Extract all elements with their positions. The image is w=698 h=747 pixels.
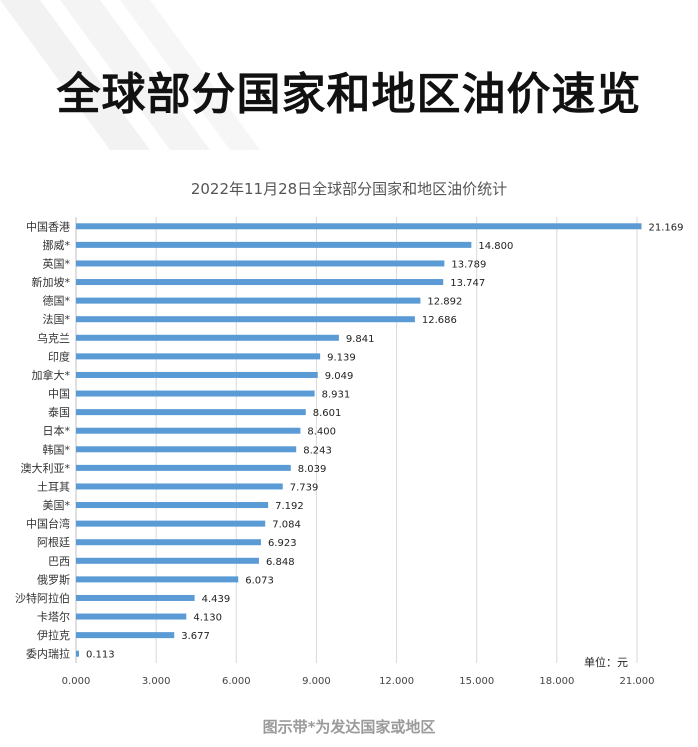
background-stripes-decoration xyxy=(0,0,260,150)
category-label: 加拿大* xyxy=(32,368,71,382)
category-label: 美国* xyxy=(43,499,71,512)
category-label: 中国台湾 xyxy=(26,517,70,531)
category-label: 伊拉克 xyxy=(37,628,70,642)
data-label: 7.739 xyxy=(290,482,319,493)
data-label: 9.139 xyxy=(327,352,356,363)
bar xyxy=(76,632,175,639)
data-label: 4.439 xyxy=(202,594,231,605)
category-label: 沙特阿拉伯 xyxy=(15,591,70,605)
x-tick-label: 18.000 xyxy=(539,676,574,687)
bar xyxy=(76,613,187,620)
bar xyxy=(76,446,297,453)
x-tick-label: 0.000 xyxy=(62,676,91,687)
footnote: 图示带*为发达国家或地区 xyxy=(262,718,436,736)
data-label: 12.892 xyxy=(427,297,462,308)
x-tick-label: 3.000 xyxy=(142,676,171,687)
data-label: 8.243 xyxy=(303,445,332,456)
data-label: 6.073 xyxy=(245,575,274,586)
data-label: 8.039 xyxy=(298,464,327,475)
x-tick-label: 12.000 xyxy=(379,676,414,687)
data-label: 6.848 xyxy=(266,557,295,568)
data-label: 9.049 xyxy=(325,371,354,382)
data-label: 9.841 xyxy=(346,334,375,345)
x-tick-label: 15.000 xyxy=(459,676,494,687)
data-label: 8.931 xyxy=(322,390,351,401)
bar xyxy=(76,520,266,527)
category-label: 法国* xyxy=(43,312,71,326)
category-label: 乌克兰 xyxy=(37,331,70,345)
bar xyxy=(76,316,415,323)
data-label: 13.747 xyxy=(450,278,485,289)
bar xyxy=(76,427,301,434)
category-label: 新加坡* xyxy=(32,275,71,289)
bar xyxy=(76,353,321,360)
chart-title: 2022年11月28日全球部分国家和地区油价统计 xyxy=(190,180,508,198)
data-label: 6.923 xyxy=(268,538,297,549)
bar xyxy=(76,483,283,490)
data-label: 7.192 xyxy=(275,501,304,512)
bar xyxy=(76,241,472,248)
bar xyxy=(76,557,259,564)
data-label: 7.084 xyxy=(272,520,301,531)
category-label: 中国香港 xyxy=(26,220,70,233)
bar xyxy=(76,390,315,397)
data-label: 12.686 xyxy=(422,315,457,326)
data-label: 21.169 xyxy=(649,222,684,233)
data-label: 14.800 xyxy=(478,241,513,252)
data-label: 4.130 xyxy=(193,613,222,624)
x-tick-label: 21.000 xyxy=(620,676,655,687)
page-title: 全球部分国家和地区油价速览 xyxy=(56,69,642,120)
data-label: 13.789 xyxy=(451,259,486,270)
bar xyxy=(76,650,80,657)
bar xyxy=(76,371,318,378)
bar xyxy=(76,279,444,286)
category-label: 澳大利亚* xyxy=(21,461,71,475)
x-tick-label: 9.000 xyxy=(302,676,331,687)
bar xyxy=(76,464,291,471)
bar xyxy=(76,260,445,267)
category-label: 阿根廷 xyxy=(37,535,70,549)
data-label: 0.113 xyxy=(86,650,115,661)
bar xyxy=(76,334,339,341)
bar xyxy=(76,409,306,416)
bar xyxy=(76,539,261,546)
category-label: 印度 xyxy=(48,349,70,363)
data-label: 8.400 xyxy=(307,427,336,438)
category-label: 挪威* xyxy=(43,238,71,252)
category-label: 日本* xyxy=(43,424,71,438)
bar xyxy=(76,502,269,509)
category-label: 委内瑞拉 xyxy=(26,647,70,661)
category-label: 韩国* xyxy=(43,442,71,456)
bar xyxy=(76,223,642,230)
data-label: 8.601 xyxy=(313,408,342,419)
category-label: 泰国 xyxy=(48,405,70,419)
unit-label: 单位：元 xyxy=(584,655,628,669)
data-label: 3.677 xyxy=(181,631,210,642)
bar xyxy=(76,576,239,583)
x-tick-label: 6.000 xyxy=(222,676,251,687)
category-label: 巴西 xyxy=(48,555,70,568)
bar xyxy=(76,594,195,601)
category-label: 德国* xyxy=(43,294,71,308)
category-label: 中国 xyxy=(48,388,70,401)
category-label: 英国* xyxy=(43,256,71,270)
category-label: 俄罗斯 xyxy=(37,573,70,586)
category-label: 卡塔尔 xyxy=(37,611,70,624)
bar xyxy=(76,297,421,304)
category-label: 土耳其 xyxy=(37,480,70,493)
